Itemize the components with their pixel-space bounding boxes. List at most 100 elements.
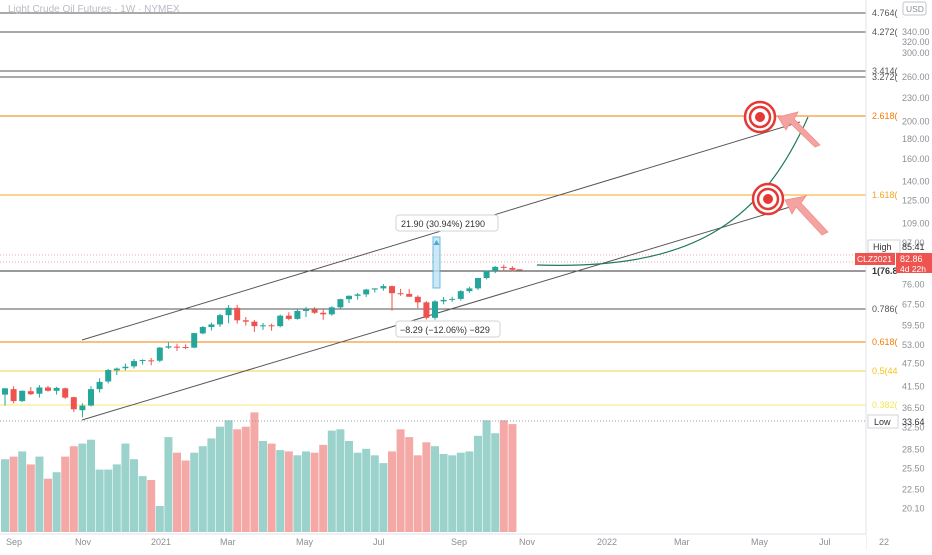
fib-level-label: 1.618( [872,190,898,200]
time-tick-label: 22 [879,537,889,547]
fib-level-label: 4.764( [872,8,898,18]
candle-body [96,381,103,390]
volume-bar [310,452,319,532]
price-tick-label: 300.00 [902,48,930,58]
volume-bar [508,424,517,532]
price-tick-label: 140.00 [902,176,930,186]
last-price-value: 82.86 [900,254,923,264]
time-tick-label: May [296,537,314,547]
candle-body [389,286,395,294]
price-tick-label: 20.10 [902,503,925,513]
candle-body [303,309,309,311]
price-tick-label: 180.00 [902,134,930,144]
volume-bar [413,455,422,532]
measure-down-label: −8.29 (−12.06%) −829 [400,325,490,335]
fib-level-label: 0.786( [872,304,898,314]
trend-channel[interactable] [81,116,809,421]
symbol-tag [855,253,895,265]
volume-bar [267,443,276,532]
high-tag-value: 85.41 [902,242,925,252]
volume-bar [396,429,405,532]
volume-bar [112,464,121,532]
measure-up-label: 21.90 (30.94%) 2190 [401,219,485,229]
low-tag [867,414,899,429]
volume-bar [87,439,95,532]
candle-body [509,267,516,270]
annotations[interactable]: 21.90 (30.94%) 2190 −8.29 (−12.06%) −829 [395,100,829,338]
candle-body [406,293,413,297]
volume-bar [52,472,61,532]
volume-bar [284,451,293,532]
candle-body [45,387,51,391]
candle-body [354,294,361,296]
price-tick-label: 97.00 [902,238,925,248]
volume-bar [482,420,491,532]
volume-bar [362,448,371,532]
time-tick-label: Sep [451,537,467,547]
candle-body [191,333,198,348]
volume-bar [456,452,465,532]
candle-body [156,347,163,361]
price-tick-label: 67.50 [902,299,925,309]
price-tick-label: 41.50 [902,381,925,391]
time-axis-background [0,534,866,550]
measure-up-arrow [433,240,440,245]
time-tick-label: Mar [220,537,236,547]
time-tick-label: Jul [819,537,831,547]
volume-bar [69,446,78,532]
low-tag-label: Low [874,417,891,427]
candle-body [199,326,206,334]
volume-bar [370,455,379,532]
candle-body [397,293,404,295]
price-tick-label: 76.00 [902,279,925,289]
candle-body [182,346,189,348]
candle-body [251,321,258,327]
candle-body [475,278,481,289]
fib-level-label: 3.272( [872,72,898,82]
price-tick-label: 230.00 [902,93,930,103]
volume-bar [9,456,18,532]
time-tick-label: Sep [6,537,22,547]
candle-body [268,325,275,327]
fib-level-label: 0.382( [872,400,898,410]
measure-up-area [432,236,441,289]
candle-body [346,295,352,300]
volume-bar [95,469,104,532]
volume-bar [405,437,414,532]
arrow-icon-lower [784,195,829,236]
volume-bar [388,451,396,532]
candle-body [208,324,215,327]
target-icon-lower [751,182,785,216]
low-tag-value: 33.64 [902,417,925,427]
candle-body [139,360,146,362]
time-tick-label: Jul [373,537,385,547]
time-axis[interactable]: Sep Nov 2021 Mar May Jul Sep Nov 2022 Mar May Jul 22 [0,533,889,550]
candle-body [10,389,17,402]
candle-body [79,405,86,411]
price-tick-label: 340.00 [902,27,930,37]
volume-pane [1,412,517,532]
volume-bar [198,446,207,532]
candle-body [466,288,473,292]
target-bullseye [755,112,765,122]
candle-body [62,388,69,398]
candle-body [483,270,490,279]
price-tick-label: 125.00 [902,196,930,206]
price-tick-label: 109.00 [902,219,930,229]
volume-bar [276,450,285,532]
candle-body [277,315,284,327]
candle-body [457,291,464,299]
candle-body [414,296,421,303]
volume-bar [44,478,52,532]
volume-bar [173,452,181,532]
high-tag-label: High [873,242,892,252]
candle-body [225,307,232,316]
volume-bar [35,456,44,532]
volume-bar [104,469,113,532]
candle-body [285,315,292,319]
candle-body [423,302,430,318]
volume-bar [26,464,35,532]
